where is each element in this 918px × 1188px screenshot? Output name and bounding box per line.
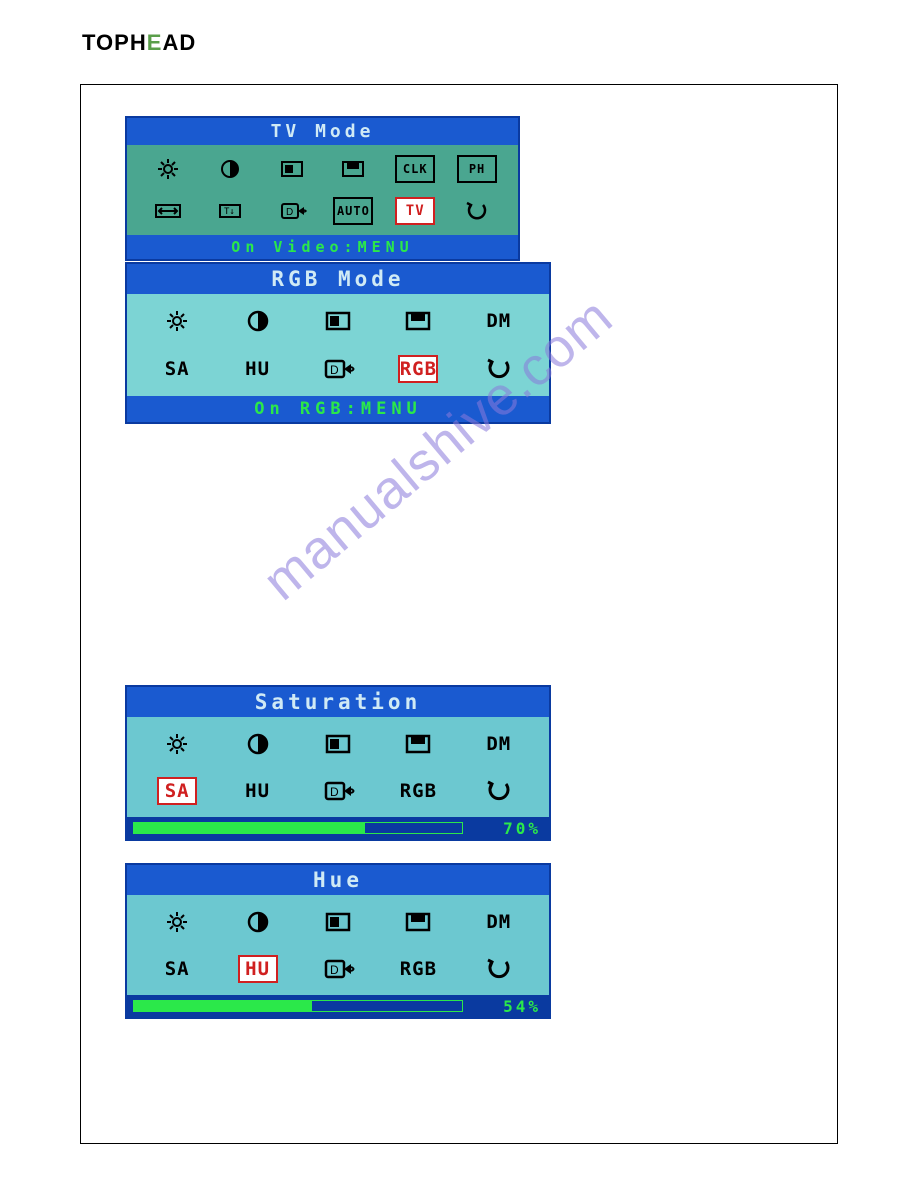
brand-logo: TOPHEAD [82, 30, 196, 56]
osd-title: Hue [127, 865, 549, 895]
language-icon[interactable]: D [272, 197, 312, 225]
tv-icon-selected[interactable]: TV [395, 197, 435, 225]
osd-saturation: Saturation DM SA HU D RGB 70% [125, 685, 551, 841]
osd-title: TV Mode [127, 118, 518, 145]
brightness-icon[interactable] [157, 307, 197, 335]
sa-label[interactable]: SA [157, 955, 197, 983]
textpos-icon[interactable]: T↓ [210, 197, 250, 225]
rgb-label-selected[interactable]: RGB [398, 355, 438, 383]
auto-icon[interactable]: AUTO [333, 197, 373, 225]
osd-tv-mode: TV Mode CLK PH T↓ D AUTO TV On Video:MEN… [125, 116, 520, 261]
contrast-icon[interactable] [238, 908, 278, 936]
osd-icon-grid: DM SA HU D RGB [127, 895, 549, 995]
ph-icon[interactable]: PH [457, 155, 497, 183]
hu-label[interactable]: HU [238, 777, 278, 805]
language-icon[interactable]: D [318, 777, 358, 805]
contrast-icon[interactable] [238, 307, 278, 335]
reset-icon[interactable] [479, 955, 519, 983]
sa-label-selected[interactable]: SA [157, 777, 197, 805]
hpos-icon[interactable] [318, 730, 358, 758]
reset-icon[interactable] [457, 197, 497, 225]
osd-icon-grid: CLK PH T↓ D AUTO TV [127, 145, 518, 235]
clk-icon[interactable]: CLK [395, 155, 435, 183]
svg-text:D: D [330, 963, 339, 977]
contrast-icon[interactable] [210, 155, 250, 183]
brightness-icon[interactable] [157, 908, 197, 936]
vpos-icon[interactable] [333, 155, 373, 183]
progress-fill [134, 1001, 312, 1011]
page-frame: manualshive.com TV Mode CLK PH T↓ D AUTO… [80, 84, 838, 1144]
hpos-icon[interactable] [272, 155, 312, 183]
hpos-icon[interactable] [318, 908, 358, 936]
reset-icon[interactable] [479, 777, 519, 805]
brightness-icon[interactable] [157, 730, 197, 758]
hpos-icon[interactable] [318, 307, 358, 335]
contrast-icon[interactable] [238, 730, 278, 758]
vpos-icon[interactable] [398, 908, 438, 936]
brightness-icon[interactable] [148, 155, 188, 183]
hsize-icon[interactable] [148, 197, 188, 225]
osd-footer: On Video:MENU [127, 235, 518, 259]
rgb-label[interactable]: RGB [398, 777, 438, 805]
svg-text:D: D [286, 207, 293, 218]
progress-percent: 70% [503, 819, 541, 838]
dm-label[interactable]: DM [479, 307, 519, 335]
osd-icon-grid: DM SA HU D RGB [127, 717, 549, 817]
sa-label[interactable]: SA [157, 355, 197, 383]
osd-title: Saturation [127, 687, 549, 717]
vpos-icon[interactable] [398, 730, 438, 758]
svg-text:D: D [330, 363, 339, 377]
dm-label[interactable]: DM [479, 908, 519, 936]
osd-rgb-mode: RGB Mode DM SA HU D RGB On RGB:MENU [125, 262, 551, 424]
osd-hue: Hue DM SA HU D RGB 54% [125, 863, 551, 1019]
osd-title: RGB Mode [127, 264, 549, 294]
osd-footer: On RGB:MENU [127, 396, 549, 422]
progress-fill [134, 823, 365, 833]
hu-label-selected[interactable]: HU [238, 955, 278, 983]
svg-text:T↓: T↓ [224, 207, 235, 217]
language-icon[interactable]: D [318, 955, 358, 983]
language-icon[interactable]: D [318, 355, 358, 383]
hu-label[interactable]: HU [238, 355, 278, 383]
progress-bar[interactable]: 70% [127, 817, 549, 839]
vpos-icon[interactable] [398, 307, 438, 335]
progress-percent: 54% [503, 997, 541, 1016]
osd-icon-grid: DM SA HU D RGB [127, 294, 549, 396]
rgb-label[interactable]: RGB [398, 955, 438, 983]
progress-bar[interactable]: 54% [127, 995, 549, 1017]
dm-label[interactable]: DM [479, 730, 519, 758]
reset-icon[interactable] [479, 355, 519, 383]
svg-text:D: D [330, 785, 339, 799]
